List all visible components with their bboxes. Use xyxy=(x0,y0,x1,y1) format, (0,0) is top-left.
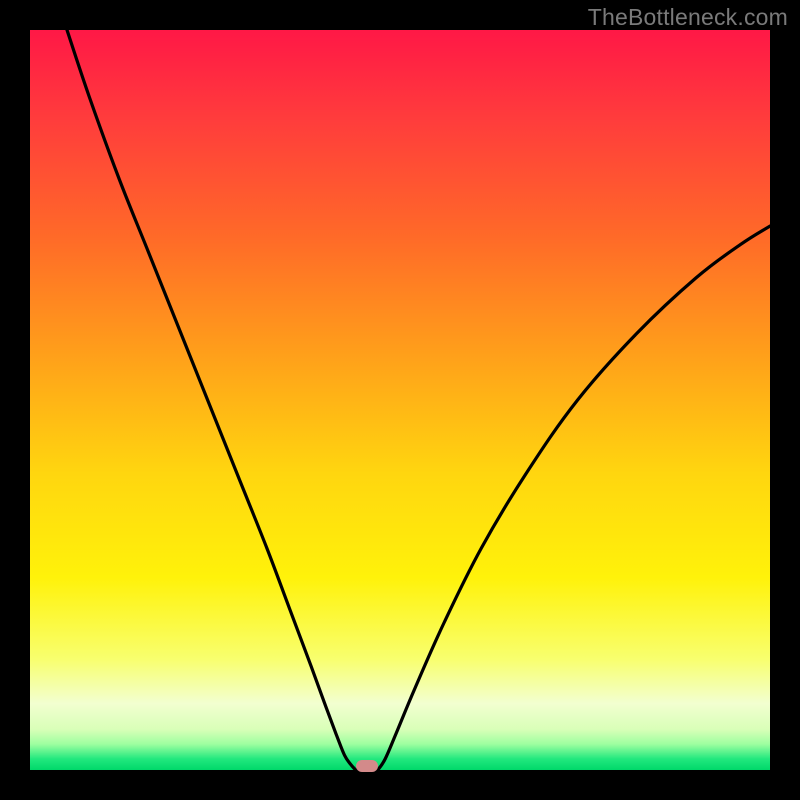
chart-frame: TheBottleneck.com xyxy=(0,0,800,800)
plot-area xyxy=(30,30,770,770)
bottleneck-curve xyxy=(30,30,770,770)
watermark-text: TheBottleneck.com xyxy=(588,4,788,31)
bottleneck-minimum-marker xyxy=(356,760,378,772)
